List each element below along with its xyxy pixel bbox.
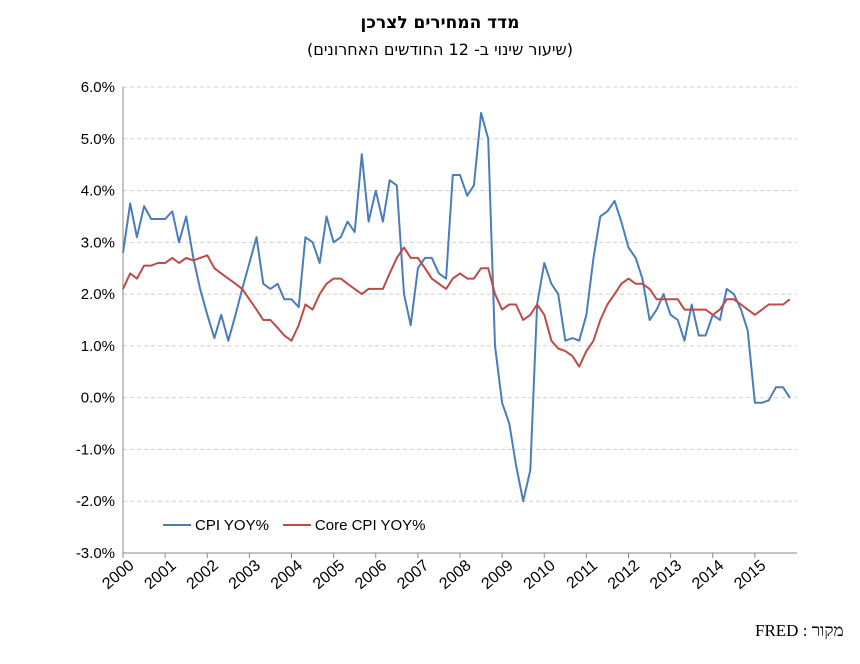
y-tick-label: 6.0% bbox=[81, 79, 115, 96]
x-tick-label: 2010 bbox=[521, 557, 559, 593]
x-tick-label: 2001 bbox=[142, 557, 180, 593]
x-tick-label: 2007 bbox=[394, 557, 432, 593]
legend-label: CPI YOY% bbox=[195, 517, 269, 534]
x-tick-label: 2004 bbox=[268, 557, 306, 593]
source: מקור : FRED bbox=[755, 621, 844, 640]
y-tick-label: 2.0% bbox=[81, 286, 115, 303]
y-tick-label: -3.0% bbox=[76, 545, 115, 562]
y-tick-label: 5.0% bbox=[81, 131, 115, 148]
series-line bbox=[122, 246, 791, 368]
series-line bbox=[122, 111, 791, 503]
legend-label: Core CPI YOY% bbox=[315, 517, 426, 534]
x-tick-label: 2005 bbox=[310, 557, 348, 593]
x-tick-label: 2003 bbox=[226, 557, 264, 593]
y-tick-label: 1.0% bbox=[81, 338, 115, 355]
x-tick-label: 2014 bbox=[689, 557, 727, 593]
chart-title: מדד המחירים לצרכן bbox=[361, 13, 520, 33]
x-tick-label: 2011 bbox=[564, 557, 601, 592]
y-tick-label: -1.0% bbox=[76, 441, 115, 458]
x-tick-label: 2006 bbox=[352, 557, 390, 593]
x-tick-label: 2012 bbox=[605, 557, 643, 593]
y-tick-label: 3.0% bbox=[81, 234, 115, 251]
y-tick-label: 4.0% bbox=[81, 183, 115, 200]
chart-subtitle: (שיעור שינוי ב- 12 החודשים האחרונים) bbox=[307, 40, 573, 59]
x-tick-label: 2002 bbox=[184, 557, 222, 593]
y-tick-label: 0.0% bbox=[81, 390, 115, 407]
x-tick-label: 2015 bbox=[731, 557, 769, 593]
y-tick-label: -2.0% bbox=[76, 493, 115, 510]
x-tick-label: 2013 bbox=[647, 557, 685, 593]
x-tick-label: 2008 bbox=[436, 557, 474, 593]
x-tick-label: 2009 bbox=[479, 557, 517, 593]
x-tick-label: 2000 bbox=[99, 557, 137, 593]
